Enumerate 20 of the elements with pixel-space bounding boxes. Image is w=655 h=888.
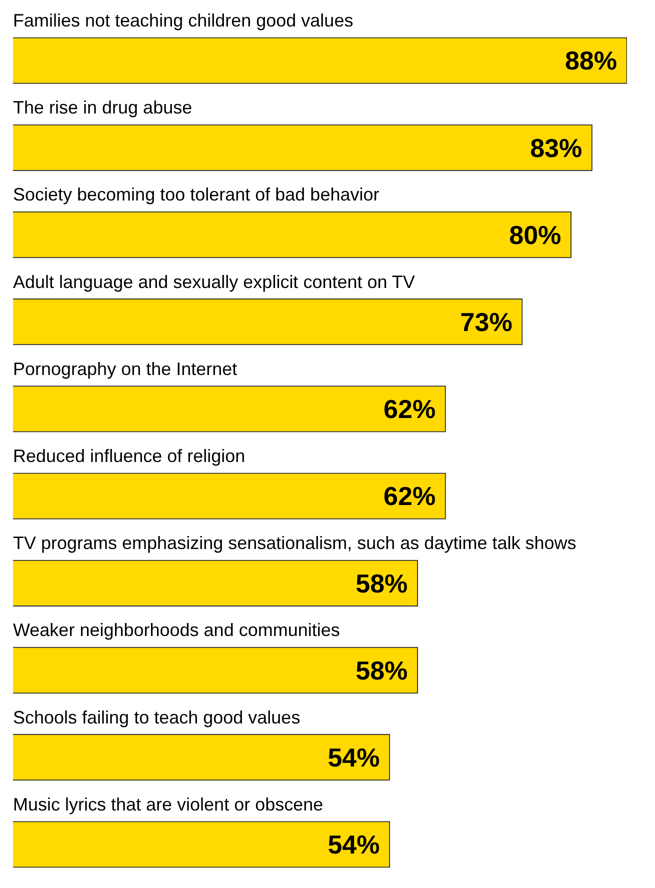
data-label: 73%: [460, 307, 512, 338]
data-label: 58%: [356, 568, 408, 598]
y-tick-label: Adult language and sexually explicit content on TV: [13, 272, 415, 292]
y-tick-label: Reduced influence of religion: [13, 446, 246, 466]
y-tick-label: Families not teaching children good values: [13, 10, 354, 31]
y-tick-label: TV programs emphasizing sensationalism, such as daytime talk shows: [13, 533, 576, 554]
data-label: 54%: [328, 742, 380, 773]
y-tick-label: The rise in drug abuse: [13, 98, 192, 118]
y-tick-label: Pornography on the Internet: [13, 358, 238, 379]
y-tick-label: Music lyrics that are violent or obscene: [13, 794, 324, 814]
y-tick-label: Weaker neighborhoods and communities: [13, 620, 340, 640]
data-label: 62%: [384, 481, 436, 512]
data-label: 62%: [384, 394, 436, 424]
data-label: 54%: [328, 830, 380, 860]
data-label: 80%: [509, 220, 562, 250]
y-tick-label: Society becoming too tolerant of bad behavior: [13, 184, 380, 205]
data-label: 88%: [564, 46, 617, 76]
data-label: 58%: [356, 655, 408, 686]
y-tick-label: Schools failing to teach good values: [13, 707, 300, 728]
data-label: 83%: [530, 132, 582, 163]
